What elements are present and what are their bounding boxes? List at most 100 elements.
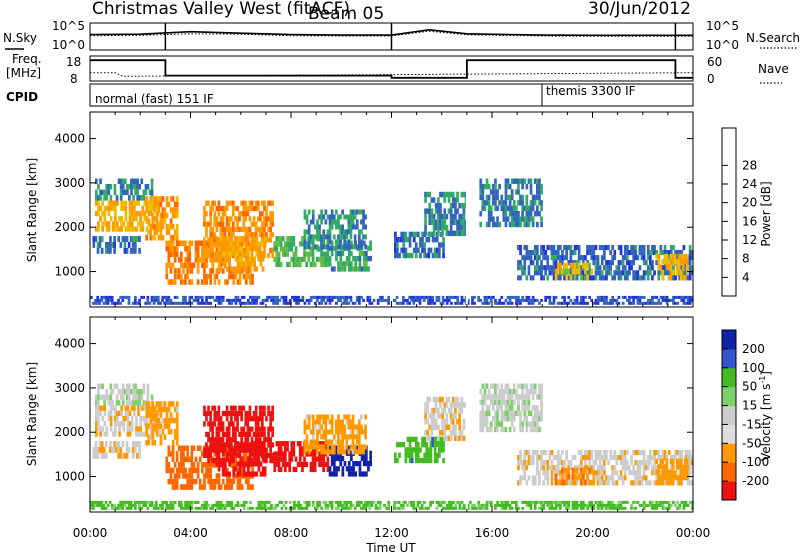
velocity-echo-cell — [127, 503, 131, 507]
power-echo-cell — [207, 301, 210, 305]
power-echo-cell — [152, 301, 156, 305]
power-echo-cell — [523, 260, 527, 266]
power-echo-cell — [265, 298, 269, 302]
power-echo-cell — [276, 301, 279, 305]
velocity-echo-cell — [149, 412, 153, 418]
velocity-echo-cell — [167, 478, 171, 485]
velocity-echo-cell — [294, 456, 298, 462]
power-echo-cell — [221, 221, 225, 227]
power-echo-cell — [250, 221, 254, 227]
power-echo-cell — [196, 257, 200, 263]
velocity-echo-cell — [322, 456, 325, 462]
velocity-echo-cell — [320, 434, 323, 440]
power-echo-cell — [234, 205, 237, 212]
velocity-echo-cell — [646, 465, 650, 471]
power-echo-cell — [175, 201, 179, 208]
power-echo-cell — [504, 205, 508, 211]
velocity-echo-cell — [485, 383, 489, 389]
velocity-echo-cell — [145, 428, 148, 435]
power-echo-cell — [247, 240, 250, 246]
velocity-echo-cell — [318, 414, 321, 420]
velocity-echo-cell — [98, 500, 102, 504]
velocity-echo-cell — [531, 421, 535, 427]
velocity-echo-cell — [579, 473, 583, 480]
power-y-axis-label: Slant Range [km] — [25, 158, 39, 262]
velocity-echo-cell — [228, 451, 231, 457]
power-echo-cell — [326, 239, 330, 245]
velocity-echo-cell — [249, 484, 252, 490]
power-echo-cell — [254, 221, 258, 227]
velocity-echo-cell — [502, 399, 506, 406]
power-echo-cell — [225, 221, 229, 227]
velocity-echo-cell — [138, 441, 141, 447]
velocity-echo-cell — [684, 455, 688, 461]
velocity-echo-cell — [221, 431, 225, 437]
power-echo-cell — [462, 219, 466, 225]
velocity-echo-cell — [105, 452, 108, 459]
velocity-echo-cell — [97, 410, 100, 416]
power-echo-cell — [651, 275, 654, 281]
velocity-echo-cell — [362, 444, 365, 450]
velocity-echo-cell — [138, 447, 141, 453]
power-echo-cell — [203, 273, 206, 280]
velocity-echo-cell — [512, 399, 516, 406]
velocity-echo-cell — [441, 424, 444, 430]
power-echo-cell — [279, 261, 283, 268]
velocity-echo-cell — [143, 416, 147, 422]
velocity-echo-cell — [272, 506, 275, 510]
velocity-echo-cell — [211, 506, 215, 510]
velocity-echo-cell — [636, 465, 640, 471]
power-echo-cell — [508, 183, 512, 190]
power-echo-cell — [617, 275, 621, 281]
velocity-echo-cell — [110, 506, 114, 510]
velocity-echo-cell — [201, 462, 204, 468]
power-echo-cell — [561, 255, 564, 261]
power-echo-cell — [257, 251, 261, 257]
velocity-echo-cell — [611, 475, 614, 481]
power-echo-cell — [247, 251, 250, 257]
power-echo-cell — [611, 301, 614, 305]
power-echo-cell — [431, 252, 435, 259]
power-echo-cell — [130, 178, 133, 184]
velocity-echo-cell — [129, 503, 133, 507]
power-echo-cell — [550, 270, 554, 276]
power-echo-cell — [213, 216, 217, 222]
velocity-echo-cell — [154, 506, 158, 510]
power-echo-cell — [603, 245, 606, 251]
power-echo-cell — [387, 298, 390, 302]
velocity-echo-cell — [146, 389, 150, 395]
velocity-echo-cell — [173, 428, 177, 435]
power-echo-cell — [173, 246, 177, 252]
velocity-echo-cell — [234, 503, 238, 507]
velocity-echo-cell — [494, 383, 497, 389]
velocity-echo-cell — [271, 416, 274, 422]
power-echo-cell — [525, 216, 529, 222]
velocity-echo-cell — [590, 455, 594, 461]
velocity-echo-cell — [190, 473, 194, 479]
velocity-echo-cell — [653, 480, 656, 486]
velocity-echo-cell — [188, 456, 192, 463]
velocity-echo-cell — [163, 417, 167, 424]
velocity-echo-cell — [427, 457, 431, 464]
velocity-echo-cell — [219, 447, 223, 453]
power-echo-cell — [498, 221, 501, 228]
power-echo-cell — [590, 268, 594, 275]
velocity-echo-cell — [123, 452, 127, 459]
power-echo-cell — [221, 257, 225, 263]
velocity-echo-cell — [213, 462, 217, 468]
velocity-echo-cell — [238, 466, 242, 472]
power-echo-cell — [335, 219, 338, 225]
velocity-echo-cell — [445, 402, 449, 408]
velocity-echo-cell — [225, 410, 229, 417]
velocity-echo-cell — [209, 452, 212, 458]
velocity-echo-cell — [284, 466, 287, 473]
velocity-echo-cell — [107, 410, 111, 416]
power-echo-cell — [483, 298, 487, 302]
power-echo-cell — [248, 232, 252, 238]
velocity-echo-cell — [247, 484, 250, 490]
power-echo-cell — [152, 295, 156, 299]
cpid-panel: CPID normal (fast) 151 IF themis 3300 IF — [6, 83, 694, 107]
power-echo-cell — [688, 295, 692, 299]
power-echo-cell — [630, 265, 633, 271]
power-echo-cell — [177, 273, 181, 280]
